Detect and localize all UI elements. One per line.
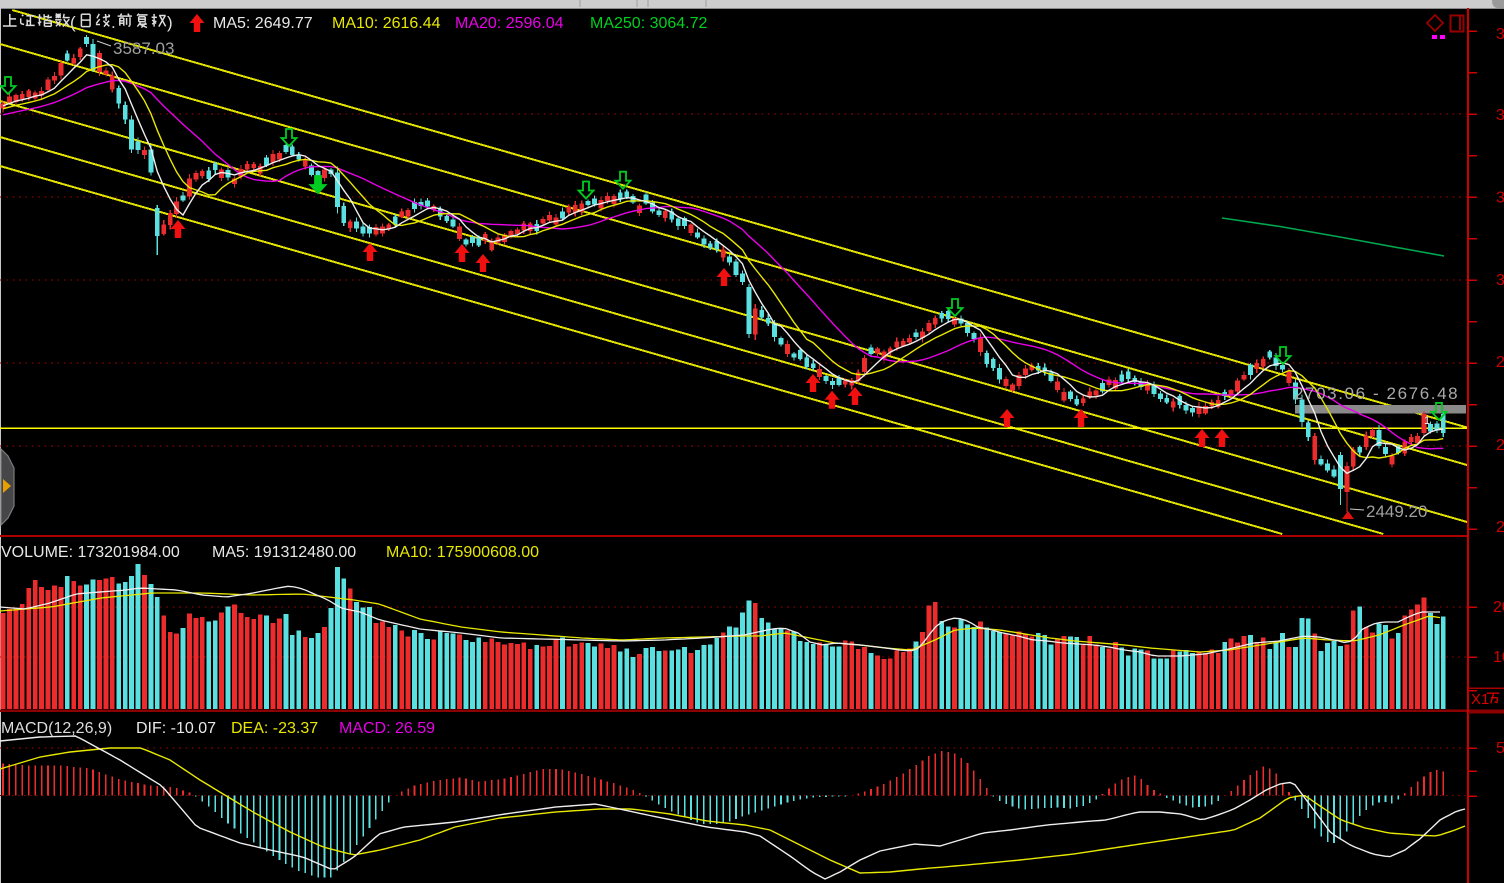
svg-text:MA10: 2616.44: MA10: 2616.44	[332, 15, 441, 32]
svg-text:DIF: -10.07: DIF: -10.07	[136, 720, 216, 737]
svg-text:MA10: 175900608.00: MA10: 175900608.00	[386, 544, 539, 561]
svg-text:MA5: 191312480.00: MA5: 191312480.00	[212, 544, 356, 561]
svg-text:3: 3	[1496, 272, 1504, 289]
svg-text:2: 2	[1496, 437, 1504, 454]
svg-text:DEA: -23.37: DEA: -23.37	[231, 720, 318, 737]
svg-text:MA250: 3064.72: MA250: 3064.72	[590, 15, 708, 32]
svg-text:MA5: 2649.77: MA5: 2649.77	[213, 15, 313, 32]
svg-text:MACD: 26.59: MACD: 26.59	[339, 720, 435, 737]
svg-text:(: (	[70, 13, 76, 32]
svg-text:3: 3	[1496, 190, 1504, 207]
svg-text:10: 10	[1493, 649, 1504, 666]
svg-text:MA20: 2596.04: MA20: 2596.04	[455, 15, 564, 32]
svg-text:20: 20	[1493, 599, 1504, 616]
svg-text:1: 1	[1424, 415, 1430, 427]
svg-text:3: 3	[1496, 26, 1504, 43]
svg-text:2: 2	[1496, 519, 1504, 536]
svg-text:X1: X1	[1471, 691, 1489, 708]
svg-text:3: 3	[1496, 107, 1504, 124]
svg-text:.: .	[111, 13, 116, 32]
svg-text:5: 5	[1496, 740, 1504, 757]
svg-text:2: 2	[1496, 354, 1504, 371]
svg-text:2449.20: 2449.20	[1366, 502, 1427, 521]
svg-text:MACD(12,26,9): MACD(12,26,9)	[1, 720, 112, 737]
svg-text:): )	[167, 13, 173, 32]
svg-text:3587.03: 3587.03	[113, 39, 174, 58]
svg-text:2703.06 - 2676.48: 2703.06 - 2676.48	[1294, 384, 1459, 403]
svg-text:VOLUME: 173201984.00: VOLUME: 173201984.00	[1, 544, 180, 561]
